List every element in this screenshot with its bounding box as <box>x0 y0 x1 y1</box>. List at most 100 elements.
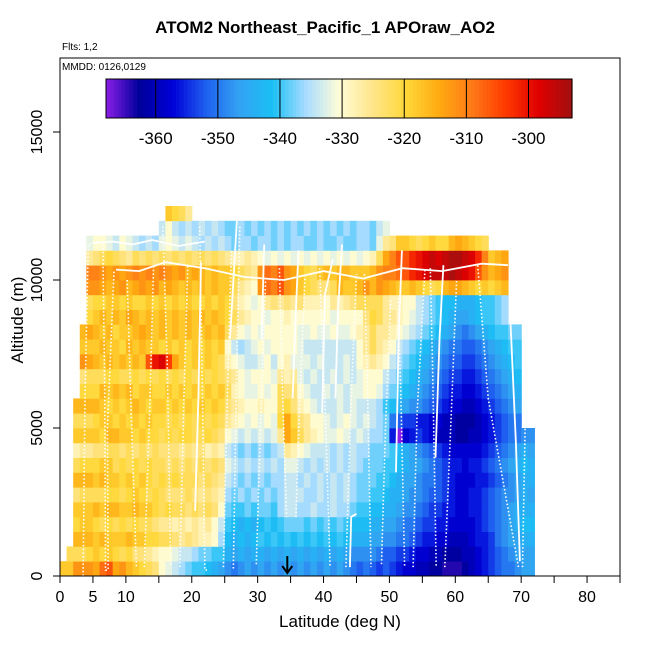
heatmap-cell <box>106 250 114 266</box>
heatmap-cell <box>382 235 391 251</box>
heatmap-cell <box>428 516 437 532</box>
heatmap-cell <box>224 339 232 355</box>
colorbar-segment <box>234 79 239 118</box>
heatmap-cell <box>99 280 107 296</box>
heatmap-cell <box>508 561 516 577</box>
heatmap-cell <box>343 280 351 296</box>
heatmap-cell <box>389 354 397 370</box>
heatmap-cell <box>172 324 180 340</box>
heatmap-cell <box>396 487 404 503</box>
heatmap-cell <box>284 280 292 296</box>
flight-track-dotted <box>380 297 392 565</box>
heatmap-cell <box>224 220 232 236</box>
heatmap-cell <box>132 502 140 518</box>
heatmap-cell <box>125 265 134 281</box>
heatmap-cell <box>172 206 180 222</box>
heatmap-cell <box>382 339 391 355</box>
heatmap-cell <box>316 561 325 577</box>
heatmap-cell <box>92 457 101 473</box>
heatmap-cell <box>158 457 167 473</box>
heatmap-cell <box>415 354 423 370</box>
heatmap-cell <box>316 368 325 384</box>
x-tick-label: 20 <box>183 589 201 606</box>
heatmap-cell <box>270 472 279 488</box>
heatmap-cell <box>428 309 437 325</box>
heatmap-cell <box>244 309 252 325</box>
heatmap-cell <box>185 472 193 488</box>
heatmap-cell <box>165 383 173 399</box>
colorbar-segment <box>199 79 204 118</box>
heatmap-cell <box>119 442 127 458</box>
heatmap-cell <box>125 502 134 518</box>
heatmap-cell <box>112 502 120 518</box>
colorbar-segment <box>109 79 115 118</box>
heatmap-cell <box>172 280 180 296</box>
heatmap-cell <box>448 339 456 355</box>
colorbar-segment <box>226 79 231 118</box>
heatmap-cell <box>402 339 410 355</box>
heatmap-cell <box>284 516 292 532</box>
heatmap-cell <box>356 250 364 266</box>
heatmap-cell <box>139 531 147 547</box>
heatmap-cell <box>494 280 503 296</box>
heatmap-cell <box>376 428 384 444</box>
heatmap-cell <box>257 383 265 399</box>
heatmap-cell <box>145 457 153 473</box>
heatmap-cell <box>330 516 338 532</box>
colorbar-segment <box>288 79 293 118</box>
heatmap-cell <box>237 457 246 473</box>
heatmap-cell <box>349 487 358 503</box>
heatmap-cell <box>218 368 226 384</box>
heatmap-cell <box>297 398 305 414</box>
heatmap-cell <box>356 428 364 444</box>
heatmap-cell <box>330 502 338 518</box>
heatmap-cell <box>158 294 167 310</box>
heatmap-cell <box>125 280 134 296</box>
heatmap-cell <box>356 502 364 518</box>
heatmap-cell <box>231 339 239 355</box>
heatmap-cell <box>198 472 206 488</box>
heatmap-cell <box>442 457 450 473</box>
colorbar-segment <box>482 79 488 118</box>
heatmap-cell <box>178 546 186 562</box>
heatmap-cell <box>475 280 483 296</box>
heatmap-cell <box>481 309 489 325</box>
heatmap-cell <box>237 516 246 532</box>
heatmap-cell <box>514 472 522 488</box>
heatmap-cell <box>257 546 265 562</box>
heatmap-cell <box>389 309 397 325</box>
heatmap-cell <box>442 516 450 532</box>
heatmap-cell <box>415 442 423 458</box>
heatmap-cell <box>224 531 232 547</box>
heatmap-cell <box>224 294 232 310</box>
heatmap-cell <box>396 250 404 266</box>
heatmap-cell <box>409 428 417 444</box>
heatmap-cell <box>290 487 298 503</box>
heatmap-cell <box>481 398 489 414</box>
heatmap-cell <box>277 250 285 266</box>
heatmap-cell <box>442 368 450 384</box>
heatmap-cell <box>402 502 410 518</box>
heatmap-cell <box>99 398 107 414</box>
heatmap-cell <box>86 531 94 547</box>
heatmap-cell <box>237 472 246 488</box>
heatmap-cell <box>132 354 140 370</box>
heatmap-cell <box>508 487 516 503</box>
heatmap-cell <box>237 531 246 547</box>
heatmap-cell <box>284 472 292 488</box>
heatmap-cell <box>508 546 516 562</box>
heatmap-cell <box>139 294 147 310</box>
heatmap-cell <box>79 502 87 518</box>
heatmap-cell <box>218 502 226 518</box>
heatmap-cell <box>461 457 470 473</box>
flight-track-solid <box>434 265 445 458</box>
colorbar-segment <box>424 79 429 118</box>
heatmap-cell <box>152 502 160 518</box>
heatmap-cell <box>409 280 417 296</box>
heatmap-cell <box>514 546 522 562</box>
heatmap-cell <box>349 561 358 577</box>
heatmap-cell <box>310 309 318 325</box>
heatmap-cell <box>461 309 470 325</box>
colorbar-segment <box>385 79 391 118</box>
